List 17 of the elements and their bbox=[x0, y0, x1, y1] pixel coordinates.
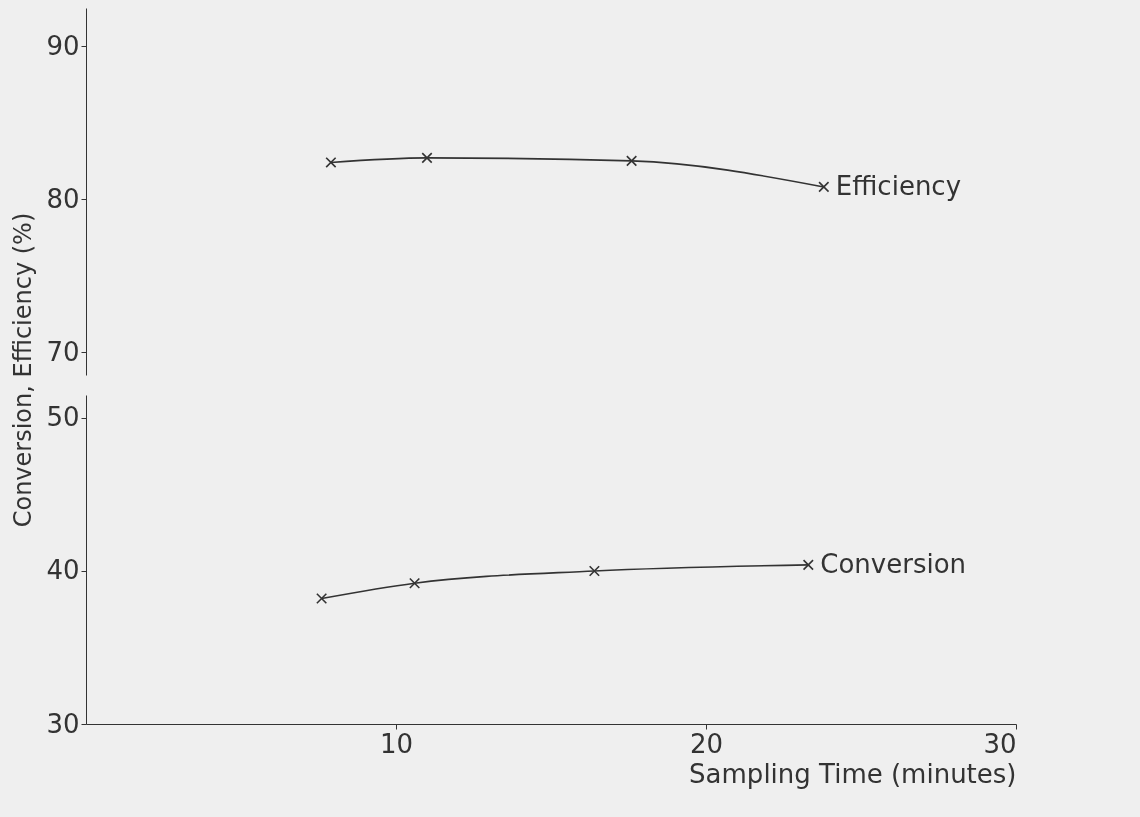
series-label: Efficiency bbox=[835, 170, 962, 201]
y-tick-label: 50 bbox=[46, 402, 80, 433]
y-tick-label: 80 bbox=[46, 183, 80, 214]
series-label: Conversion bbox=[820, 548, 967, 579]
y-axis-title: Conversion, Efficiency (%) bbox=[9, 212, 38, 528]
point bbox=[421, 152, 433, 164]
x-tick-label: 20 bbox=[689, 728, 724, 759]
point bbox=[325, 156, 337, 168]
x-tick-label: 10 bbox=[379, 728, 414, 759]
point bbox=[626, 155, 638, 167]
y-tick-label: 30 bbox=[46, 708, 80, 739]
y-tick-label: 90 bbox=[46, 30, 80, 61]
y-tick-label: 40 bbox=[46, 555, 80, 586]
point bbox=[818, 181, 830, 193]
x-tick-label: 30 bbox=[983, 728, 1017, 759]
y-tick-label: 70 bbox=[46, 336, 80, 367]
x-axis-title: Sampling Time (minutes) bbox=[689, 758, 1017, 789]
